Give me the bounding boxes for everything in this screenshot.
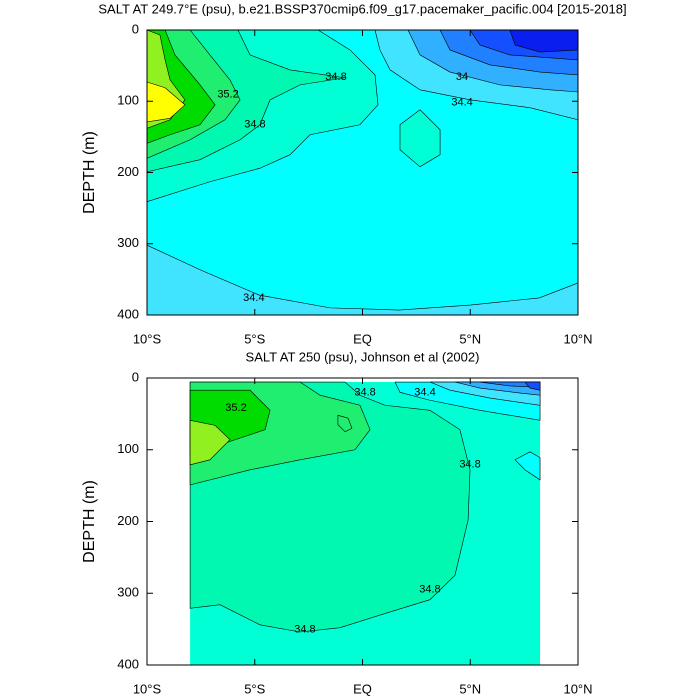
contour-label: 35.2 [217, 89, 238, 101]
contour-label: 34 [456, 71, 468, 83]
chart-title: SALT AT 249.7°E (psu), b.e21.BSSP370cmip… [98, 1, 626, 16]
y-axis-label: DEPTH (m) [81, 480, 98, 563]
contour-label: 34.8 [419, 584, 440, 596]
x-tick-label: 5°S [244, 331, 265, 346]
contour-label: 34.4 [243, 292, 264, 304]
x-tick-label: 10°S [133, 331, 162, 346]
y-axis-label: DEPTH (m) [81, 131, 98, 214]
x-tick-label: 10°N [563, 331, 592, 346]
y-tick-label: 300 [117, 585, 139, 600]
x-tick-label: 10°S [133, 681, 162, 696]
contour-label: 34.4 [451, 97, 472, 109]
contour-region [189, 419, 231, 466]
y-tick-label: 200 [117, 164, 139, 179]
plot-area: 34.8 35.2 34.8 34 34.4 34.4 [146, 29, 579, 316]
contour-region [514, 451, 541, 481]
y-tick-label: 100 [117, 93, 139, 108]
x-tick-label: 5°N [459, 331, 481, 346]
x-tick-label: EQ [353, 681, 372, 696]
y-tick-label: 400 [117, 306, 139, 321]
chart-title: SALT AT 250 (psu), Johnson et al (2002) [246, 349, 480, 364]
contour-label: 34.8 [244, 119, 265, 131]
y-tick-label: 0 [132, 369, 139, 384]
contour-label: 34.8 [354, 386, 375, 398]
contour-region [337, 414, 353, 433]
y-tick-label: 400 [117, 656, 139, 671]
contour-label: 34.8 [459, 459, 480, 471]
y-tick-label: 300 [117, 235, 139, 250]
y-tick-label: 100 [117, 441, 139, 456]
contour-region [524, 381, 541, 391]
x-tick-label: 10°N [563, 681, 592, 696]
contour-label: 34.8 [294, 624, 315, 636]
contour-label: 35.2 [225, 402, 246, 414]
contour-label: 34.4 [414, 386, 435, 398]
contour-label: 34.8 [325, 71, 346, 83]
plot-area: 34.8 34.4 35.2 34.8 34.8 34.8 [189, 381, 541, 665]
x-tick-label: EQ [353, 331, 372, 346]
contour-region [399, 109, 441, 168]
x-tick-label: 5°S [244, 681, 265, 696]
x-tick-label: 5°N [459, 681, 481, 696]
y-tick-label: 200 [117, 513, 139, 528]
y-tick-label: 0 [132, 21, 139, 36]
